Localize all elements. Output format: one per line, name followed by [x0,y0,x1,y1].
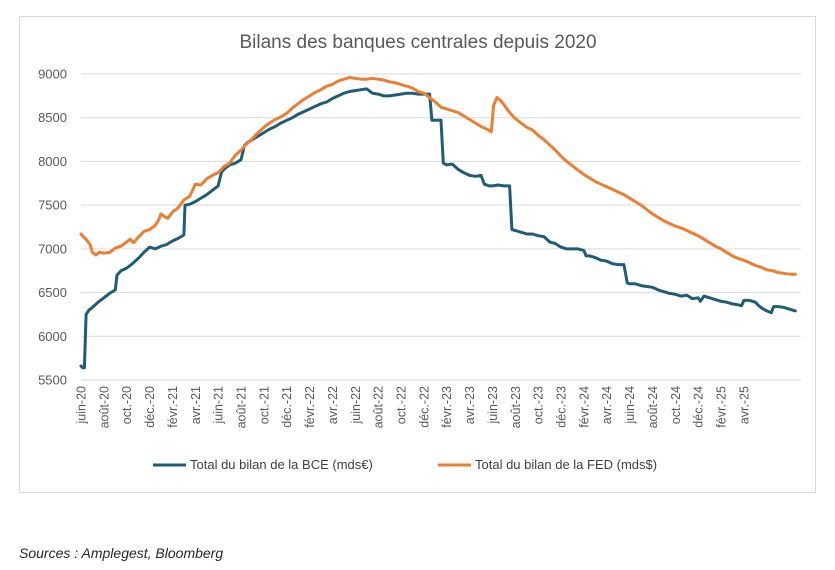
y-tick-label: 8500 [38,110,67,125]
x-tick-label: août-21 [235,386,249,428]
x-tick-label: févr.-21 [166,386,180,428]
x-tick-label: août-24 [646,386,660,428]
x-tick-label: avr.-21 [189,386,203,424]
y-tick-label: 8000 [38,154,67,169]
x-tick-label: oct.-24 [669,386,683,424]
x-tick-label: déc.-20 [143,386,157,428]
series-lines [79,76,797,370]
x-tick-label: août-20 [97,386,111,428]
x-tick-label: juin-24 [623,386,637,425]
x-tick-label: févr.-23 [440,386,454,428]
x-tick-label: déc.-22 [417,386,431,428]
x-tick-label: févr.-24 [577,386,591,428]
x-tick-label: juin-23 [486,386,500,425]
x-tick-label: oct.-20 [120,386,134,424]
chart-svg: Bilans des banques centrales depuis 2020… [38,32,801,472]
x-tick-label: oct.-21 [257,386,271,424]
legend: Total du bilan de la BCE (mds€) Total du … [153,457,657,472]
y-axis-ticks: 5500 6000 6500 7000 7500 8000 8500 9000 [38,67,67,388]
x-tick-label: juin-22 [349,386,363,425]
series-line-fed [79,76,797,276]
x-tick-label: déc.-21 [280,386,294,428]
x-tick-label: déc.-24 [692,386,706,428]
series-line-bce [79,87,797,370]
chart-title: Bilans des banques centrales depuis 2020 [239,32,596,53]
x-tick-label: juin-21 [212,386,226,425]
x-tick-label: févr.-25 [715,386,729,428]
x-tick-label: oct.-22 [395,386,409,424]
x-tick-label: avr.-24 [600,386,614,424]
legend-label: Total du bilan de la BCE (mds€) [190,457,373,472]
source-note: Sources : Amplegest, Bloomberg [19,545,224,561]
x-tick-label: août-22 [372,386,386,428]
x-tick-label: oct.-23 [532,386,546,424]
y-tick-label: 9000 [38,67,67,82]
y-tick-label: 5500 [38,373,67,388]
y-tick-label: 7000 [38,241,67,256]
y-tick-label: 6500 [38,285,67,300]
x-tick-label: août-23 [509,386,523,428]
y-tick-label: 6000 [38,329,67,344]
gridlines [81,73,801,381]
y-tick-label: 7500 [38,198,67,213]
chart-frame: Bilans des banques centrales depuis 2020… [19,16,816,493]
x-tick-label: avr.-23 [463,386,477,424]
x-tick-label: juin-20 [75,386,89,425]
x-tick-label: avr.-22 [326,386,340,424]
x-tick-label: avr.-25 [737,386,751,424]
x-tick-label: déc.-23 [555,386,569,428]
x-axis-ticks: juin-20 août-20 oct.-20 déc.-20 févr.-21 avr.… [75,386,752,428]
legend-label: Total du bilan de la FED (mds$) [475,457,657,472]
x-tick-label: févr.-22 [303,386,317,428]
